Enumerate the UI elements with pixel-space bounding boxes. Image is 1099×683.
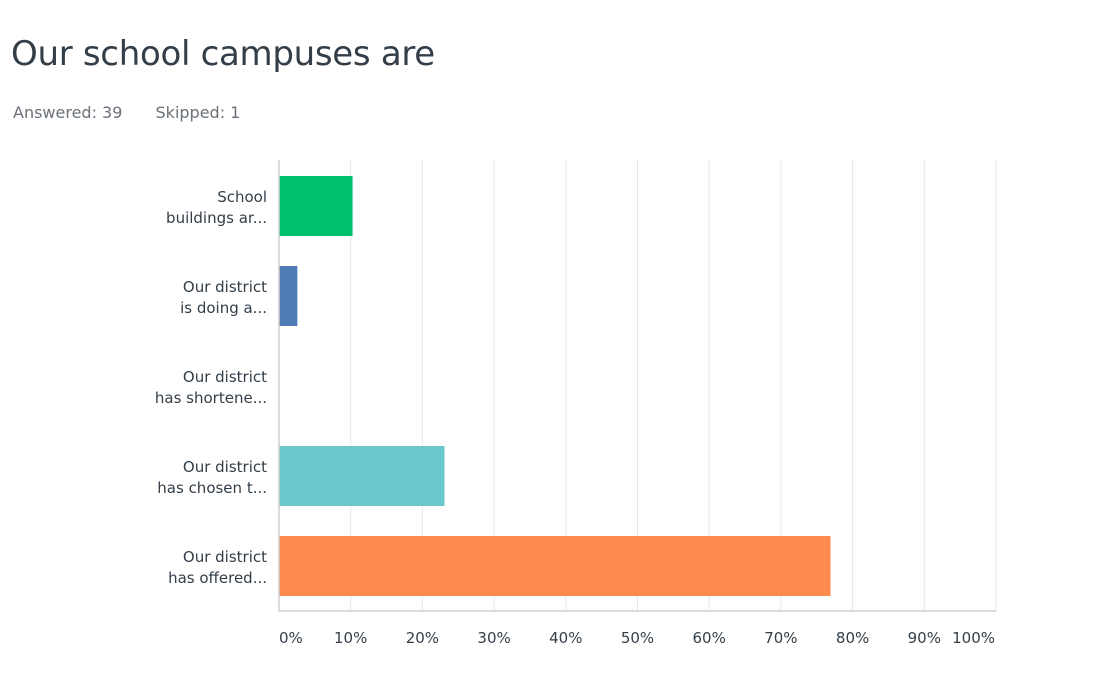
axes (278, 160, 996, 612)
category-label-line: has chosen t... (157, 479, 267, 497)
category-label-line: Our district (183, 458, 267, 476)
category-label-line: is doing a... (180, 299, 267, 317)
category-label: Our district has shortene... (155, 368, 267, 407)
category-label-line: Our district (183, 368, 267, 386)
x-tick-label: 40% (549, 629, 582, 647)
x-tick-label: 90% (908, 629, 941, 647)
category-labels: School buildings ar... Our district is doin… (155, 188, 267, 587)
x-tick-label: 100% (952, 629, 995, 647)
skipped-count: Skipped: 1 (155, 103, 241, 122)
bar[interactable] (279, 266, 298, 326)
x-tick-label: 20% (406, 629, 439, 647)
bar[interactable] (279, 536, 831, 596)
gridlines (350, 160, 997, 611)
x-tick-label: 30% (477, 629, 510, 647)
category-label-line: Our district (183, 278, 267, 296)
tick-labels: 0% 10% 20% 30% 40% 50% 60% 70% 80% 90% 100% (279, 629, 995, 647)
category-label-line: Our district (183, 548, 267, 566)
response-stats: Answered: 39 Skipped: 1 (13, 103, 240, 122)
category-label-line: buildings ar... (166, 209, 267, 227)
bar[interactable] (279, 176, 353, 236)
category-label: Our district has offered... (168, 548, 267, 587)
x-tick-label: 0% (279, 629, 303, 647)
answered-count: Answered: 39 (13, 103, 123, 122)
category-label-line: School (217, 188, 267, 206)
page-title: Our school campuses are (11, 34, 435, 74)
x-tick-label: 60% (693, 629, 726, 647)
category-label: Our district is doing a... (180, 278, 267, 317)
category-label-line: has offered... (168, 569, 267, 587)
bars (279, 176, 831, 596)
category-label: Our district has chosen t... (157, 458, 267, 497)
bar[interactable] (279, 446, 445, 506)
x-tick-label: 80% (836, 629, 869, 647)
x-tick-label: 70% (764, 629, 797, 647)
x-tick-label: 50% (621, 629, 654, 647)
category-label: School buildings ar... (166, 188, 267, 227)
x-tick-label: 10% (334, 629, 367, 647)
category-label-line: has shortene... (155, 389, 267, 407)
